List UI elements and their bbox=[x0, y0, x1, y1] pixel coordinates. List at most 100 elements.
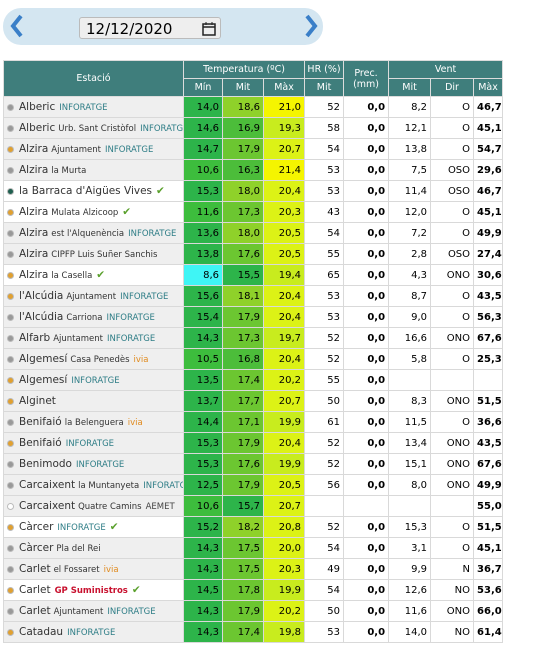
calendar-icon[interactable] bbox=[202, 21, 216, 36]
station-row: Carcaixent Quatre Camins AEMET 10,6 15,7 20,7… bbox=[3, 495, 504, 517]
value: 12,6 bbox=[404, 584, 428, 596]
date: 12/12/2020 bbox=[86, 20, 173, 38]
value-cell: 27,4 bbox=[473, 243, 504, 265]
value-cell: 7,5 bbox=[388, 159, 432, 181]
value-cell bbox=[304, 495, 345, 517]
value: 52 bbox=[327, 458, 341, 470]
station-name: Alzira bbox=[19, 143, 49, 155]
verified-icon: ✔ bbox=[131, 584, 141, 596]
value: 46,7 bbox=[477, 101, 502, 113]
status-dot bbox=[7, 439, 14, 447]
value-cell: 53 bbox=[304, 621, 345, 643]
value-cell: O bbox=[430, 537, 475, 559]
value-cell: 20,7 bbox=[262, 495, 306, 517]
station-cell: Carcaixent Quatre Camins AEMET bbox=[3, 495, 184, 517]
value-cell: 15,2 bbox=[183, 516, 223, 538]
value-cell: 54 bbox=[304, 138, 345, 160]
station-row: Càrcer INFORATGE ✔ 15,2 18,2 20,8 52 0,0 15,3 O 51… bbox=[3, 516, 504, 538]
value-cell: 61,4 bbox=[473, 621, 504, 643]
value-cell: 17,6 bbox=[222, 243, 264, 265]
value-cell: 17,8 bbox=[222, 579, 264, 601]
value: 12,1 bbox=[404, 122, 428, 134]
status-dot bbox=[7, 397, 14, 405]
value: 18,1 bbox=[237, 290, 260, 302]
value-cell: 29,6 bbox=[473, 159, 504, 181]
value: 20,0 bbox=[278, 542, 302, 554]
value: N bbox=[462, 563, 471, 575]
value-cell: 14,3 bbox=[183, 537, 223, 559]
status-dot bbox=[7, 208, 14, 216]
value: 0,0 bbox=[367, 521, 386, 533]
value-cell: 52 bbox=[304, 96, 345, 118]
value: 20,3 bbox=[278, 206, 302, 218]
value-cell: 55 bbox=[304, 369, 345, 391]
station-cell: Càrcer INFORATGE ✔ bbox=[3, 516, 184, 538]
value: 20,2 bbox=[278, 374, 302, 386]
value: 15,5 bbox=[237, 269, 260, 281]
value-cell: OSO bbox=[430, 243, 475, 265]
sub-header: Dir bbox=[430, 78, 475, 97]
date-input[interactable]: 12/12/2020 bbox=[79, 17, 221, 39]
station-cell: la Barraca d'Aigües Vives ✔ bbox=[3, 180, 184, 202]
sub-header: Mit bbox=[304, 78, 345, 97]
value-cell: 0,0 bbox=[343, 537, 390, 559]
value-cell: 0,0 bbox=[343, 306, 390, 328]
value-cell: 8,2 bbox=[388, 96, 432, 118]
next-day[interactable] bbox=[303, 14, 319, 38]
value-cell: O bbox=[430, 96, 475, 118]
value: 20,7 bbox=[278, 143, 302, 155]
value-cell: 66,0 bbox=[473, 600, 504, 622]
value-cell bbox=[430, 369, 475, 391]
col-header: HR (%) bbox=[304, 60, 345, 79]
value-cell: 9,9 bbox=[388, 558, 432, 580]
value-cell: 52 bbox=[304, 516, 345, 538]
prev-day[interactable] bbox=[9, 14, 25, 38]
value: 17,9 bbox=[237, 437, 260, 449]
value: 0,0 bbox=[367, 437, 386, 449]
value: 17,5 bbox=[237, 563, 260, 575]
value-cell: 53,6 bbox=[473, 579, 504, 601]
station-name: Algemesí bbox=[19, 374, 68, 386]
station-cell: Carlet el Fossaret ivia bbox=[3, 558, 184, 580]
value: 0,0 bbox=[367, 122, 386, 134]
value: 50 bbox=[327, 605, 341, 617]
verified-icon: ✔ bbox=[109, 521, 119, 533]
value: 54 bbox=[327, 227, 341, 239]
status-dot bbox=[7, 145, 14, 153]
value: O bbox=[462, 101, 471, 113]
value-cell: 0,0 bbox=[343, 180, 390, 202]
value: 0,0 bbox=[367, 332, 386, 344]
source-tag: INFORATGE bbox=[106, 334, 156, 344]
value: 17,9 bbox=[237, 143, 260, 155]
value-cell: 45,1 bbox=[473, 117, 504, 139]
source-tag: INFORATGE bbox=[65, 439, 115, 449]
station-sub: la Muntanyeta bbox=[78, 481, 140, 491]
status-dot bbox=[7, 565, 14, 573]
value: 20,5 bbox=[278, 479, 302, 491]
status-dot bbox=[7, 376, 14, 384]
value-cell: OSO bbox=[430, 159, 475, 181]
station-row: Alzira Ajuntament INFORATGE 14,7 17,9 20,7 54 0… bbox=[3, 138, 504, 160]
value: 9,0 bbox=[411, 311, 428, 323]
value: 67,6 bbox=[477, 458, 502, 470]
value-cell: 0,0 bbox=[343, 348, 390, 370]
station-sub: Pla del Rei bbox=[56, 544, 101, 554]
station-cell: Algemesí Casa Penedès ivia bbox=[3, 348, 184, 370]
station-cell: Alzira CIPFP Luis Suñer Sanchis bbox=[3, 243, 184, 265]
value: 20,5 bbox=[278, 227, 302, 239]
station-row: Alzira CIPFP Luis Suñer Sanchis 13,8 17,6 20… bbox=[3, 243, 504, 265]
value-cell: 13,8 bbox=[183, 243, 223, 265]
source-tag: INFORATGE bbox=[67, 628, 116, 638]
status-dot bbox=[7, 250, 14, 258]
value: 0,0 bbox=[367, 269, 386, 281]
value-cell: 15,5 bbox=[222, 264, 264, 286]
value-cell: 45,1 bbox=[473, 537, 504, 559]
value: 15,6 bbox=[196, 290, 219, 302]
value-cell: 3,1 bbox=[388, 537, 432, 559]
value: 19,9 bbox=[278, 416, 302, 428]
value-cell: 15,3 bbox=[183, 180, 223, 202]
value: O bbox=[462, 143, 471, 155]
status-dot bbox=[7, 187, 14, 195]
value: 8,0 bbox=[411, 479, 428, 491]
